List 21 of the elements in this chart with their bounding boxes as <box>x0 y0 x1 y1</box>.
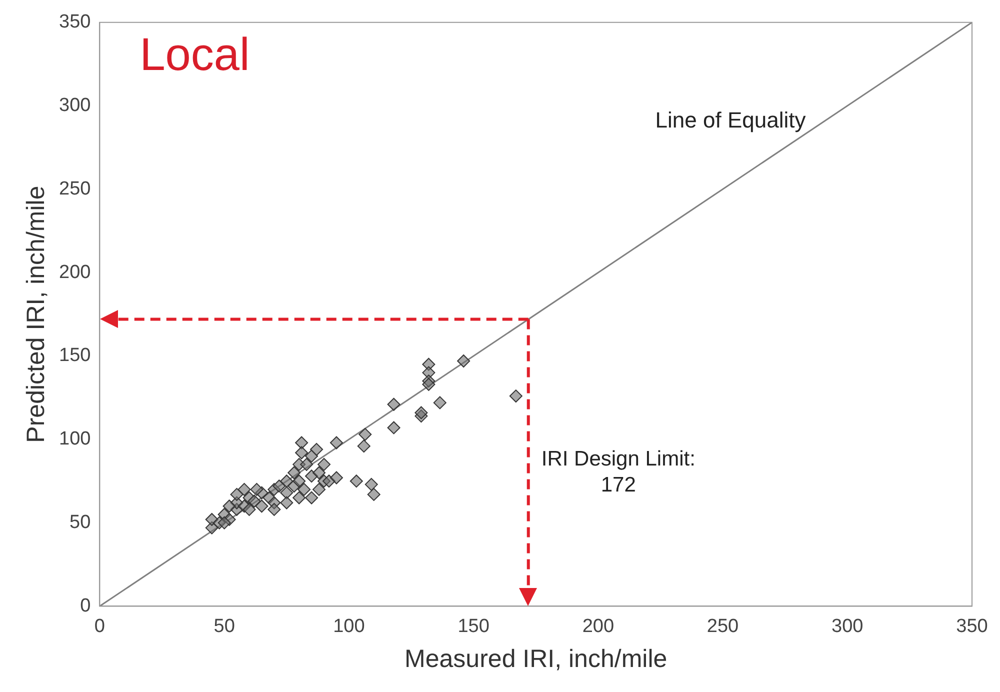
y-tick-label: 50 <box>70 512 91 534</box>
x-tick-label: 350 <box>956 616 988 637</box>
x-tick-label: 100 <box>333 616 365 637</box>
x-tick-label: 50 <box>214 616 235 637</box>
series-label: Line of Equality <box>655 108 806 133</box>
y-tick-label: 250 <box>59 178 91 200</box>
y-axis-title: Predicted IRI, inch/mile <box>22 186 50 443</box>
ref-line-label: IRI Design Limit: 172 <box>541 448 696 497</box>
y-tick-label: 150 <box>59 345 91 366</box>
y-tick-label: 200 <box>59 262 91 283</box>
chart-title: Local <box>140 28 250 80</box>
x-tick-label: 250 <box>706 616 739 637</box>
x-axis-title: Measured IRI, inch/mile <box>404 644 668 673</box>
y-tick-label: 350 <box>59 12 91 33</box>
x-tick-label: 300 <box>832 616 864 637</box>
y-tick-label: 100 <box>59 428 91 450</box>
x-tick-label: 150 <box>458 616 490 637</box>
x-tick-label: 0 <box>94 616 105 637</box>
y-tick-label: 0 <box>80 595 91 616</box>
y-tick-label: 300 <box>59 95 91 116</box>
x-tick-label: 200 <box>582 616 614 637</box>
